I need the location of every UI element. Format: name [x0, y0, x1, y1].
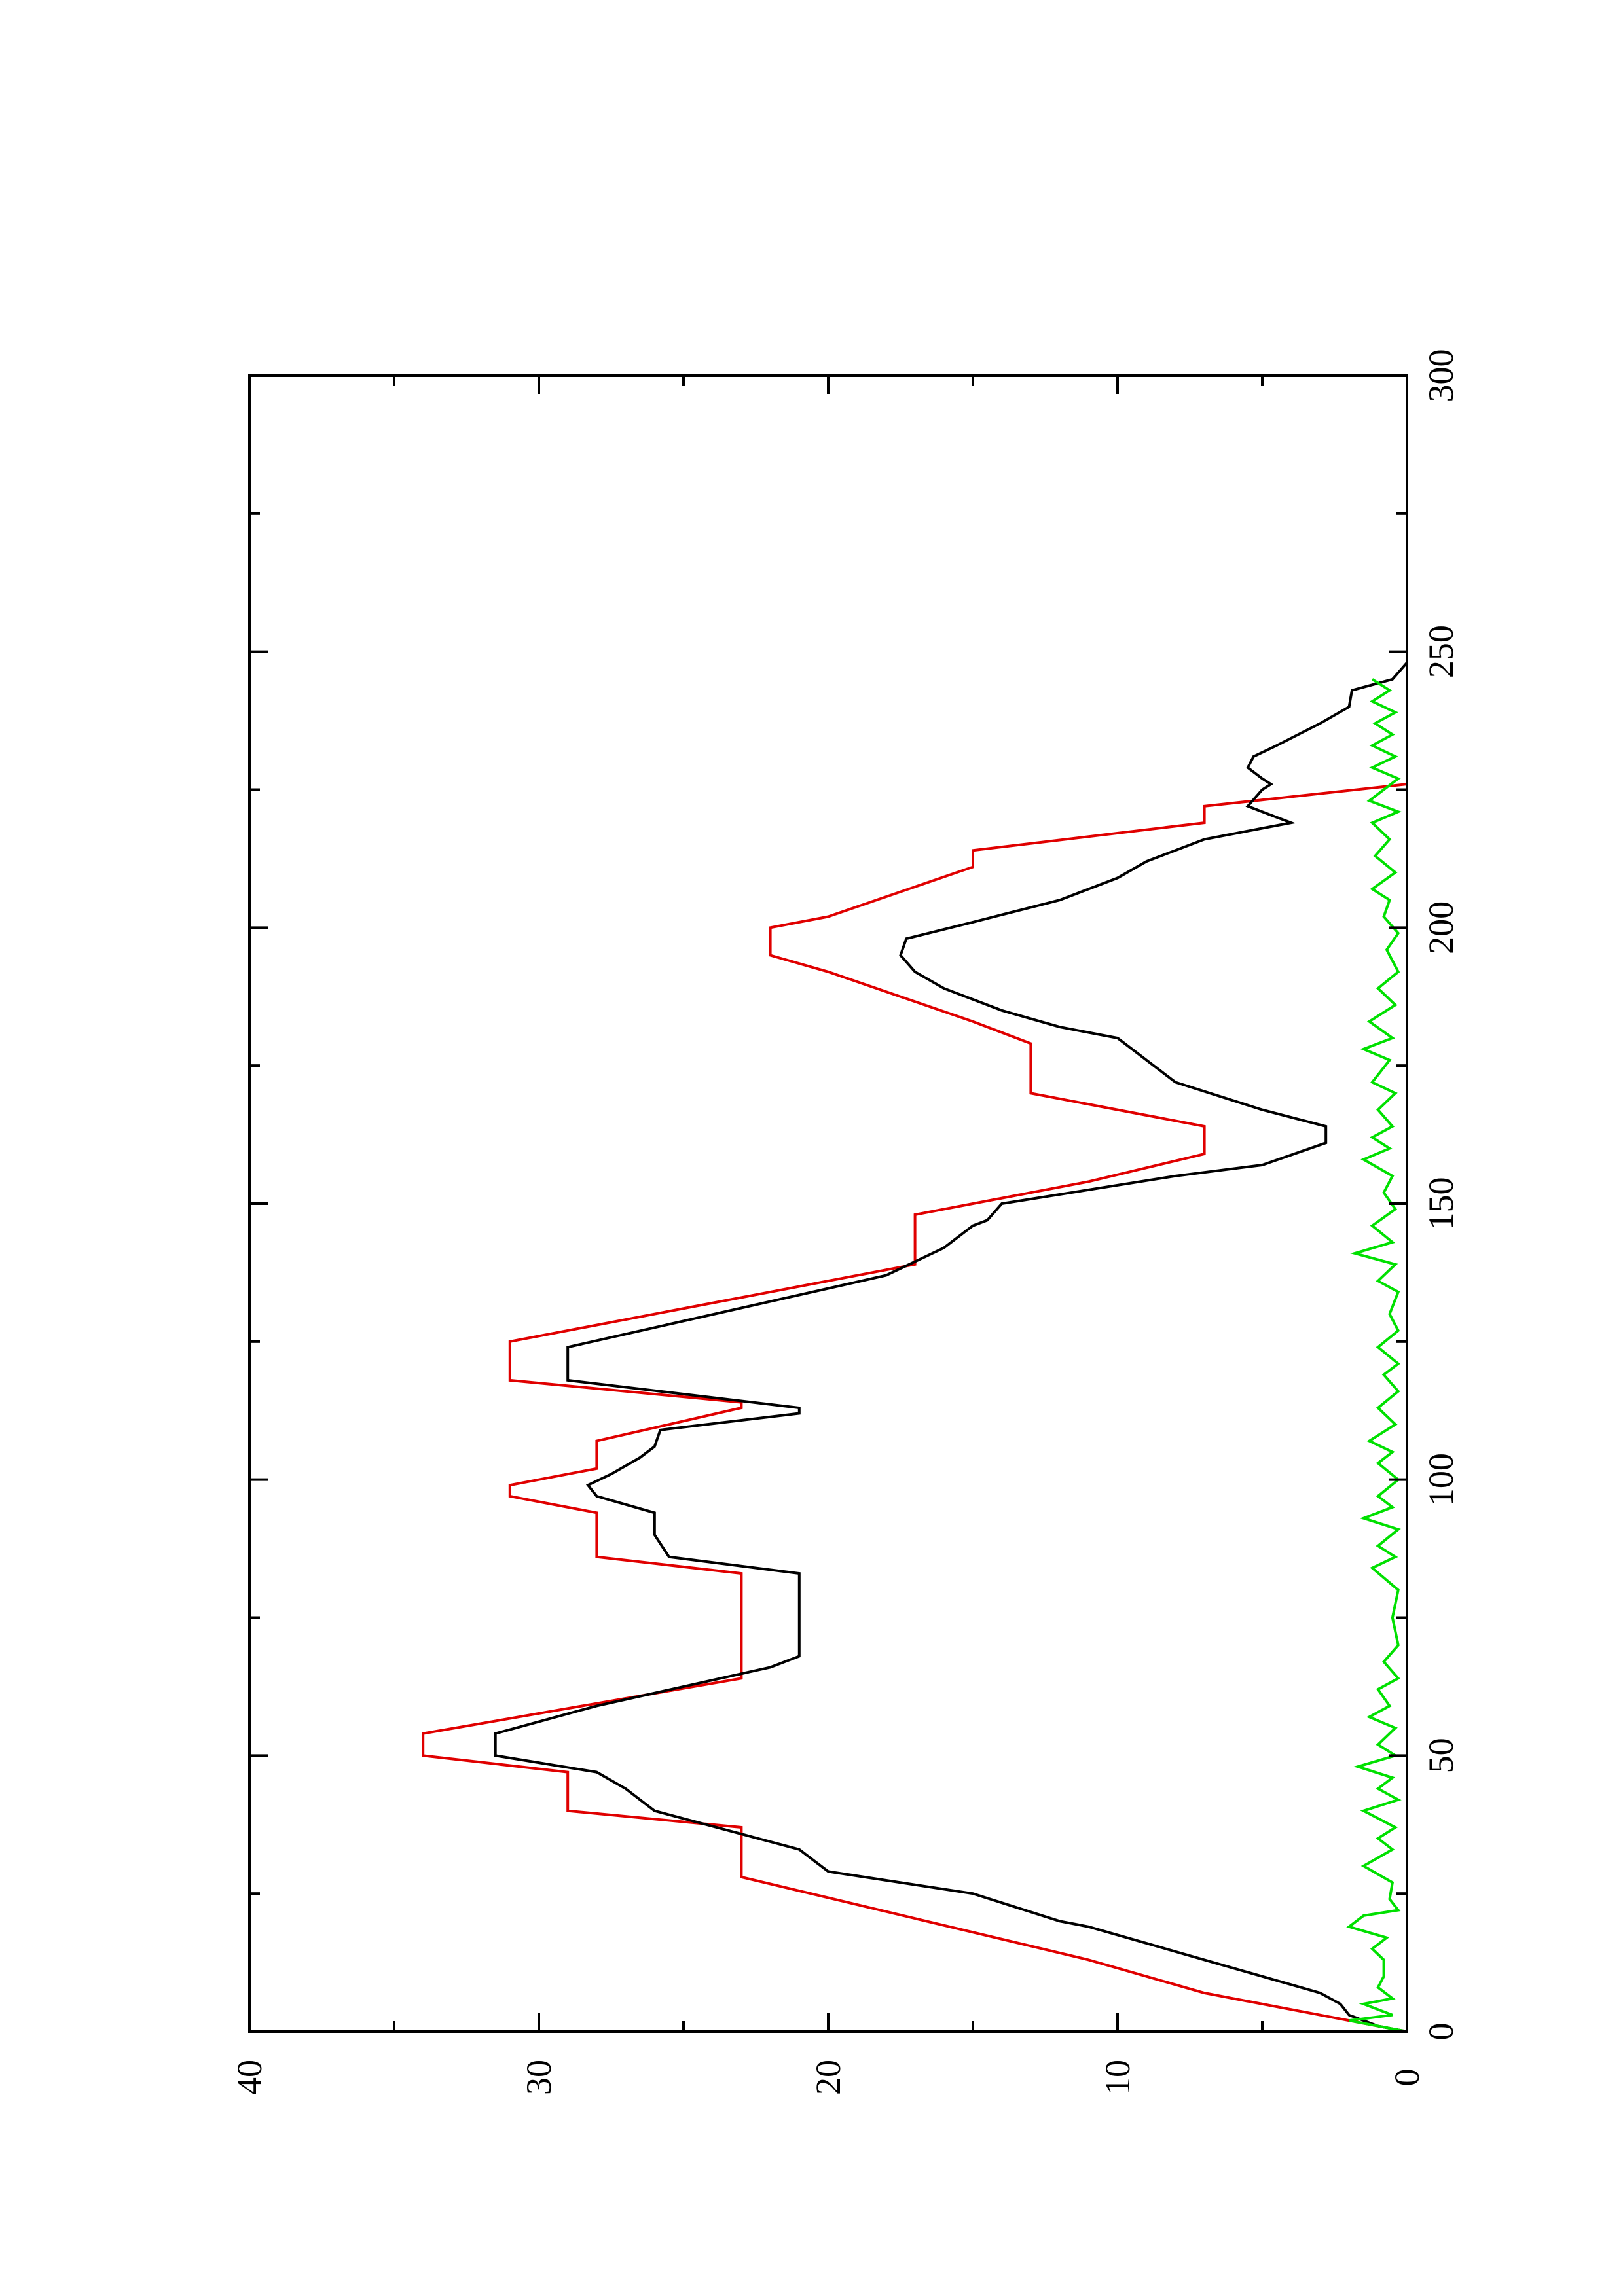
- y-tick-label: 10: [1098, 2060, 1137, 2095]
- y-tick-label: 40: [230, 2060, 269, 2095]
- series-line-3: [1346, 678, 1408, 2033]
- x-tick-label: 100: [1421, 1453, 1461, 1506]
- x-tick-label: 200: [1421, 901, 1461, 954]
- plot-frame: [248, 374, 1408, 2033]
- x-tick-label: 150: [1421, 1177, 1461, 1230]
- y-tick-label: 30: [519, 2060, 558, 2095]
- x-tick-label: 250: [1421, 625, 1461, 678]
- x-tick-label: 300: [1421, 350, 1461, 403]
- series-layer: [422, 376, 1408, 2033]
- tick-labels-layer: 0 50 100 150 200 250 300 0 10 20 30 40: [230, 350, 1461, 2096]
- y-tick-label: 0: [1387, 2069, 1427, 2087]
- series-line-1: [422, 376, 1408, 2033]
- x-tick-label: 0: [1421, 2023, 1461, 2041]
- y-tick-label: 20: [809, 2060, 848, 2095]
- x-tick-label: 50: [1421, 1738, 1461, 1773]
- series-line-2: [494, 376, 1408, 2033]
